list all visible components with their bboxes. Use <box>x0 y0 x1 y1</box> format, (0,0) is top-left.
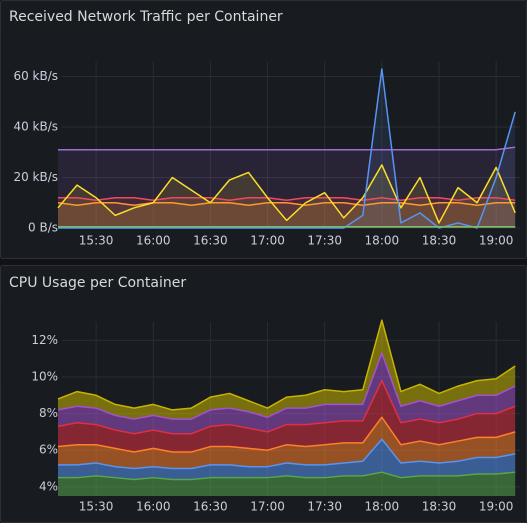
y-tick-label: 6% <box>39 443 58 457</box>
series-line <box>57 164 516 224</box>
series-line <box>58 438 516 470</box>
series-line <box>58 68 516 229</box>
area-fill <box>58 439 516 480</box>
y-tick-label: 40 kB/s <box>13 120 58 134</box>
x-tick-label: 16:30 <box>193 500 228 514</box>
x-tick-label: 17:00 <box>250 500 285 514</box>
x-tick-label: 17:00 <box>250 234 285 248</box>
series-line <box>57 319 516 411</box>
y-tick-label: 12% <box>31 333 58 347</box>
y-tick-label: 4% <box>39 479 58 493</box>
x-tick-label: 18:00 <box>365 500 400 514</box>
series-line <box>57 352 516 420</box>
x-tick-label: 18:30 <box>422 500 457 514</box>
y-tick-label: 10% <box>31 369 58 383</box>
series-line <box>57 202 516 207</box>
y-tick-label: 20 kB/s <box>13 170 58 184</box>
x-tick-label: 17:30 <box>307 500 342 514</box>
y-tick-label: 60 kB/s <box>13 69 58 83</box>
area-fill <box>58 320 516 420</box>
x-tick-label: 18:00 <box>365 234 400 248</box>
x-tick-label: 19:00 <box>479 500 514 514</box>
y-tick-label: 0 B/s <box>28 221 58 235</box>
x-tick-label: 18:30 <box>422 234 457 248</box>
series-line <box>58 146 516 151</box>
series-line <box>57 379 516 435</box>
series-line <box>57 416 516 453</box>
x-tick-label: 15:30 <box>79 500 114 514</box>
area-fill <box>58 353 516 434</box>
panel-title[interactable]: CPU Usage per Container <box>9 275 186 291</box>
panel-title[interactable]: Received Network Traffic per Container <box>9 9 283 25</box>
series-line <box>58 471 516 481</box>
area-fill <box>58 164 516 228</box>
x-tick-label: 16:00 <box>136 234 171 248</box>
x-tick-label: 19:00 <box>479 234 514 248</box>
series-line <box>58 196 516 201</box>
x-tick-label: 15:30 <box>79 234 114 248</box>
y-tick-label: 8% <box>39 406 58 420</box>
area-fill <box>58 417 516 469</box>
x-tick-label: 16:00 <box>136 500 171 514</box>
x-tick-label: 16:30 <box>193 234 228 248</box>
x-tick-label: 17:30 <box>307 234 342 248</box>
